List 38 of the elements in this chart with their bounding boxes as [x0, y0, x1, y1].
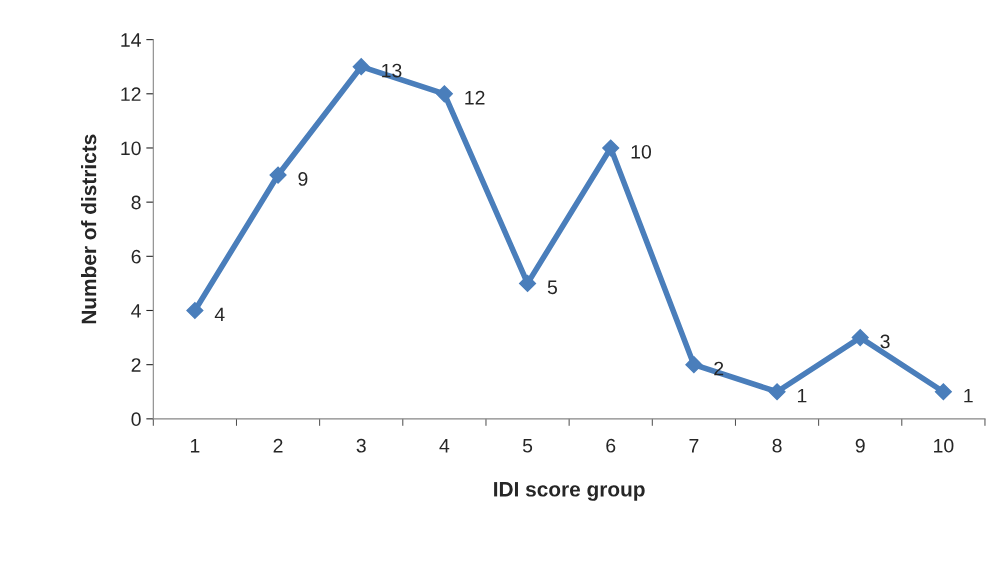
x-tick-label: 1 [190, 439, 200, 453]
x-tick-label: 5 [522, 439, 533, 453]
point [768, 383, 786, 401]
x-tick-label: 2 [273, 438, 283, 453]
data-label: 10 [631, 144, 652, 159]
data-label: 3 [880, 334, 890, 349]
point [186, 301, 204, 320]
data-label: 12 [465, 90, 485, 105]
data-label: 4 [214, 307, 225, 322]
y-tick-label: 10 [121, 141, 141, 156]
y-axis-title: Number of districts [81, 134, 97, 324]
point [352, 58, 370, 76]
y-tick-label: 8 [131, 195, 141, 210]
y-tick-label: 12 [121, 87, 141, 101]
x-tick-label: 7 [689, 439, 699, 453]
point [435, 85, 453, 103]
data-label: 9 [298, 172, 308, 186]
x-tick-label: 4 [439, 439, 450, 453]
point [685, 356, 703, 374]
data-label: 1 [797, 388, 807, 403]
x-tick-label: 3 [356, 438, 366, 453]
x-axis-title: IDI score group [494, 482, 645, 501]
data-label: 1 [964, 388, 973, 403]
y-tick-label: 14 [121, 33, 141, 47]
data-label: 5 [547, 280, 557, 295]
point [851, 329, 869, 347]
y-tick-label: 6 [131, 249, 141, 264]
point [602, 139, 620, 157]
y-tick-label: 4 [131, 304, 141, 318]
x-tick-label: 9 [855, 438, 865, 453]
y-tick-label: 2 [131, 358, 141, 372]
y-tick-label: 0 [131, 412, 141, 427]
point [519, 274, 537, 292]
x-tick-label: 10 [934, 438, 954, 453]
point [269, 166, 287, 184]
x-tick-label: 8 [772, 438, 782, 453]
point [934, 383, 952, 401]
x-tick-label: 6 [606, 438, 616, 453]
